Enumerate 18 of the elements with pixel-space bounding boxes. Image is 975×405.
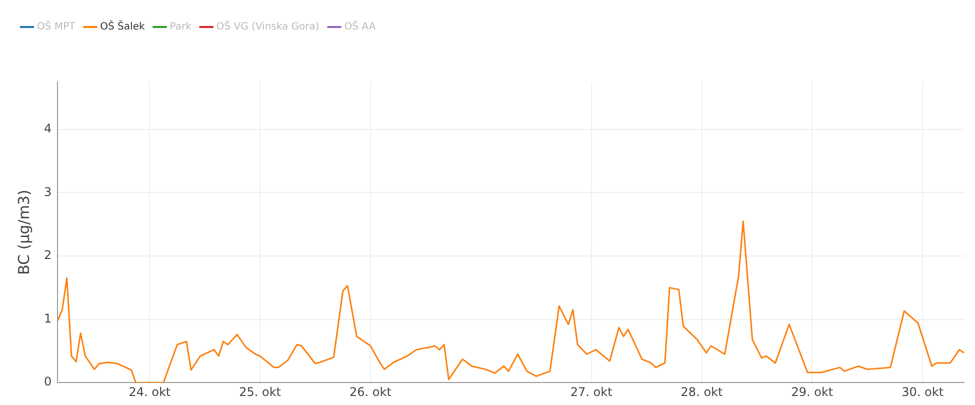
legend-label: OŠ AA [344,20,376,33]
legend-label: OŠ MPT [37,20,76,33]
legend-label: Park [170,22,192,33]
x-tick-label: 25. okt [239,384,282,399]
y-tick-label: 3 [44,184,52,199]
x-tick-label: 30. okt [902,384,944,399]
x-tick-label: 29. okt [791,384,834,399]
y-axis-title: BC (μg/m3) [14,190,33,275]
y-tick-label: 1 [44,311,52,326]
y-tick-label: 2 [44,248,52,262]
y-tick-label: 4 [44,122,52,136]
legend-label: OŠ VG (Vinska Gora) [216,20,320,33]
legend-label: OŠ Šalek [100,20,145,33]
x-tick-label: 26. okt [350,384,392,399]
x-tick-label: 27. okt [570,384,613,399]
x-tick-label: 28. okt [680,384,723,399]
y-tick-label: 0 [44,374,52,389]
x-tick-label: 24. okt [128,384,171,399]
